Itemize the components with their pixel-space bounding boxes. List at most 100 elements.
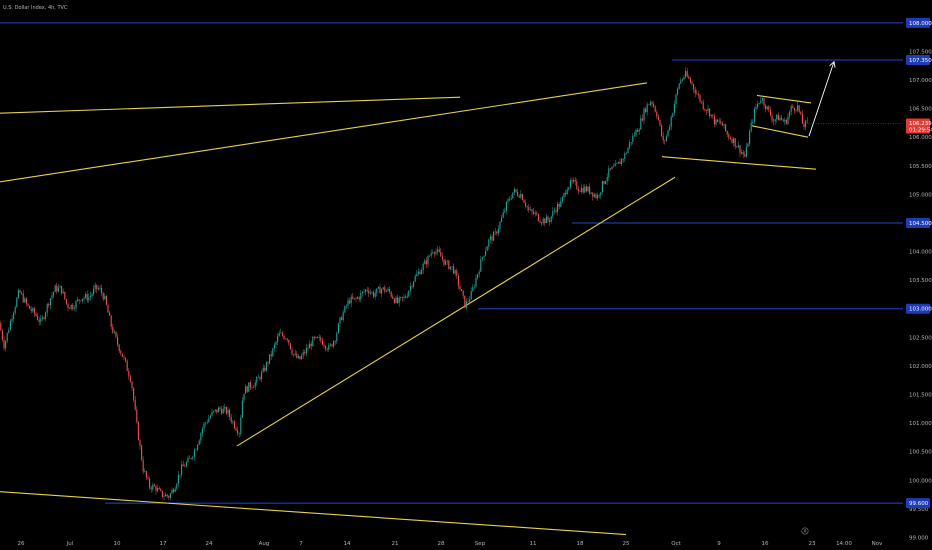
- candle-body-72: [115, 331, 117, 337]
- candle-body-471: [753, 109, 755, 122]
- candle-body-427: [683, 76, 685, 80]
- candle-body-215: [344, 306, 346, 313]
- candle-body-229: [366, 289, 368, 291]
- candle-body-200: [320, 337, 322, 341]
- candle-body-417: [667, 130, 669, 137]
- scale-mode-button[interactable]: A: [801, 527, 809, 535]
- candle-body-338: [541, 222, 543, 224]
- candle-body-20: [32, 308, 34, 311]
- candle-body-259: [414, 276, 416, 282]
- trendline-1: [0, 82, 648, 183]
- candle-body-112: [179, 474, 181, 476]
- candle-body-441: [705, 110, 707, 111]
- trendline-0: [0, 96, 461, 114]
- candle-body-432: [691, 82, 693, 85]
- candle-body-167: [267, 362, 269, 364]
- candle-body-415: [664, 140, 666, 141]
- candle-body-88: [141, 445, 143, 460]
- candle-body-159: [254, 382, 256, 388]
- candle-body-268: [429, 255, 431, 257]
- candle-body-276: [441, 256, 443, 260]
- candle-body-469: [750, 122, 752, 132]
- candle-body-483: [773, 120, 775, 122]
- candle-body-161: [257, 377, 259, 378]
- candle-body-46: [73, 308, 75, 310]
- candle-body-326: [521, 194, 523, 201]
- candle-body-503: [805, 120, 807, 128]
- candle-body-187: [299, 356, 301, 360]
- x-tick-16: 16: [762, 541, 769, 547]
- candle-body-340: [544, 218, 546, 224]
- candle-body-12: [19, 290, 21, 293]
- candle-body-8: [13, 312, 15, 319]
- candle-body-173: [277, 336, 279, 342]
- candle-body-151: [241, 400, 243, 418]
- candle-body-94: [150, 487, 152, 490]
- candle-body-141: [225, 407, 227, 414]
- candle-body-342: [547, 216, 549, 221]
- candle-body-218: [349, 300, 351, 304]
- candle-body-409: [654, 106, 656, 112]
- candle-body-223: [357, 297, 359, 299]
- candle-body-433: [693, 84, 695, 90]
- candle-body-459: [734, 138, 736, 147]
- candle-body-265: [424, 260, 426, 264]
- candle-body-67: [107, 304, 109, 313]
- candle-body-454: [726, 131, 728, 135]
- candle-body-124: [198, 440, 200, 445]
- candle-body-364: [582, 187, 584, 193]
- trendline-5: [756, 94, 812, 104]
- candle-body-178: [285, 338, 287, 340]
- candle-body-244: [390, 291, 392, 297]
- candle-body-163: [261, 371, 263, 380]
- candle-body-227: [363, 291, 365, 293]
- time-axis[interactable]: 26 Jul 10 17 24 Aug 7 14 21 28 Sep 11 18 25 Oct 9 16 23 14…: [18, 541, 884, 547]
- candle-body-478: [765, 105, 767, 110]
- candle-body-201: [321, 340, 323, 345]
- candle-body-75: [120, 351, 122, 354]
- candle-body-275: [440, 251, 442, 257]
- candle-body-93: [149, 478, 151, 488]
- candle-body-213: [341, 317, 343, 320]
- candle-body-336: [537, 213, 539, 221]
- candle-body-332: [531, 209, 533, 212]
- trendlines: [0, 82, 817, 536]
- candle-body-51: [81, 298, 83, 302]
- candle-body-399: [638, 129, 640, 132]
- candle-body-393: [629, 142, 631, 148]
- candle-body-426: [681, 79, 683, 81]
- candle-body-416: [665, 136, 667, 141]
- candle-body-271: [433, 252, 435, 254]
- candle-body-296: [473, 286, 475, 288]
- trendline-3: [0, 491, 627, 536]
- candle-body-444: [710, 114, 712, 117]
- candle-body-152: [243, 393, 245, 401]
- candle-body-489: [782, 119, 784, 122]
- candle-body-29: [46, 303, 48, 313]
- candle-body-252: [403, 296, 405, 298]
- level-labels: 108.000 107.350 104.500 103.000 99.600: [906, 17, 932, 509]
- candle-body-457: [731, 138, 733, 143]
- candle-body-70: [112, 326, 114, 333]
- candle-body-39: [62, 291, 64, 294]
- candle-body-257: [411, 286, 413, 287]
- candle-body-422: [675, 94, 677, 105]
- candle-body-428: [685, 70, 687, 77]
- candle-body-156: [249, 382, 251, 388]
- candle-body-465: [744, 154, 746, 157]
- candle-body-358: [573, 179, 575, 182]
- candle-body-413: [661, 125, 663, 136]
- candle-body-365: [584, 186, 586, 193]
- candle-body-468: [749, 131, 751, 144]
- candle-body-315: [504, 210, 506, 213]
- candle-body-60: [96, 284, 98, 290]
- candle-body-292: [467, 301, 469, 303]
- candle-body-282: [451, 266, 453, 267]
- candle-body-120: [192, 456, 194, 459]
- last-price-countdown: 01:29:54: [909, 128, 932, 134]
- candle-body-287: [459, 285, 461, 290]
- y-tick-2: 100.000: [909, 478, 932, 484]
- candle-body-236: [377, 286, 379, 289]
